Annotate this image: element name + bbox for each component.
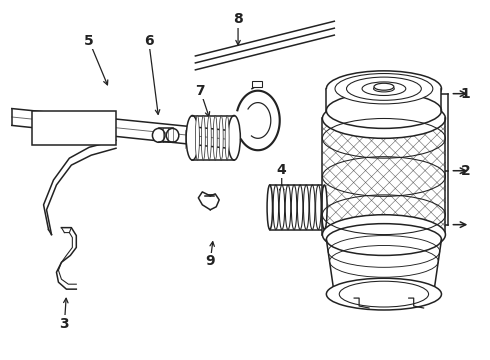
Text: 1: 1 bbox=[461, 87, 470, 101]
Bar bbox=[322, 118, 445, 235]
Ellipse shape bbox=[207, 116, 211, 160]
Ellipse shape bbox=[362, 82, 406, 95]
Text: 7: 7 bbox=[196, 84, 205, 98]
Ellipse shape bbox=[196, 116, 199, 160]
Ellipse shape bbox=[346, 77, 421, 100]
Ellipse shape bbox=[152, 129, 165, 142]
Ellipse shape bbox=[228, 116, 240, 160]
Text: 2: 2 bbox=[461, 164, 470, 178]
Ellipse shape bbox=[279, 185, 285, 230]
Ellipse shape bbox=[303, 185, 309, 230]
Ellipse shape bbox=[310, 185, 315, 230]
Ellipse shape bbox=[316, 185, 321, 230]
Ellipse shape bbox=[225, 116, 229, 160]
Ellipse shape bbox=[321, 185, 327, 230]
Text: 8: 8 bbox=[233, 12, 243, 26]
Text: 9: 9 bbox=[205, 255, 215, 268]
Ellipse shape bbox=[326, 224, 441, 255]
Ellipse shape bbox=[219, 116, 223, 160]
Ellipse shape bbox=[186, 116, 198, 160]
Bar bbox=[252, 81, 262, 87]
Ellipse shape bbox=[267, 185, 272, 230]
Ellipse shape bbox=[166, 129, 179, 142]
Text: 4: 4 bbox=[277, 163, 287, 177]
Ellipse shape bbox=[201, 116, 205, 160]
Ellipse shape bbox=[213, 116, 217, 160]
Ellipse shape bbox=[285, 185, 291, 230]
Ellipse shape bbox=[374, 83, 394, 90]
Text: 5: 5 bbox=[84, 34, 94, 48]
Ellipse shape bbox=[322, 99, 445, 138]
Text: 6: 6 bbox=[144, 34, 153, 48]
Bar bbox=[326, 89, 441, 111]
Ellipse shape bbox=[273, 185, 279, 230]
Ellipse shape bbox=[292, 185, 297, 230]
Ellipse shape bbox=[326, 71, 441, 107]
Ellipse shape bbox=[326, 93, 441, 129]
Text: 3: 3 bbox=[60, 317, 69, 331]
Ellipse shape bbox=[326, 278, 441, 310]
Ellipse shape bbox=[335, 73, 433, 104]
FancyBboxPatch shape bbox=[32, 111, 116, 145]
Ellipse shape bbox=[373, 85, 394, 92]
Ellipse shape bbox=[297, 185, 303, 230]
Ellipse shape bbox=[322, 215, 445, 255]
Ellipse shape bbox=[339, 281, 429, 307]
